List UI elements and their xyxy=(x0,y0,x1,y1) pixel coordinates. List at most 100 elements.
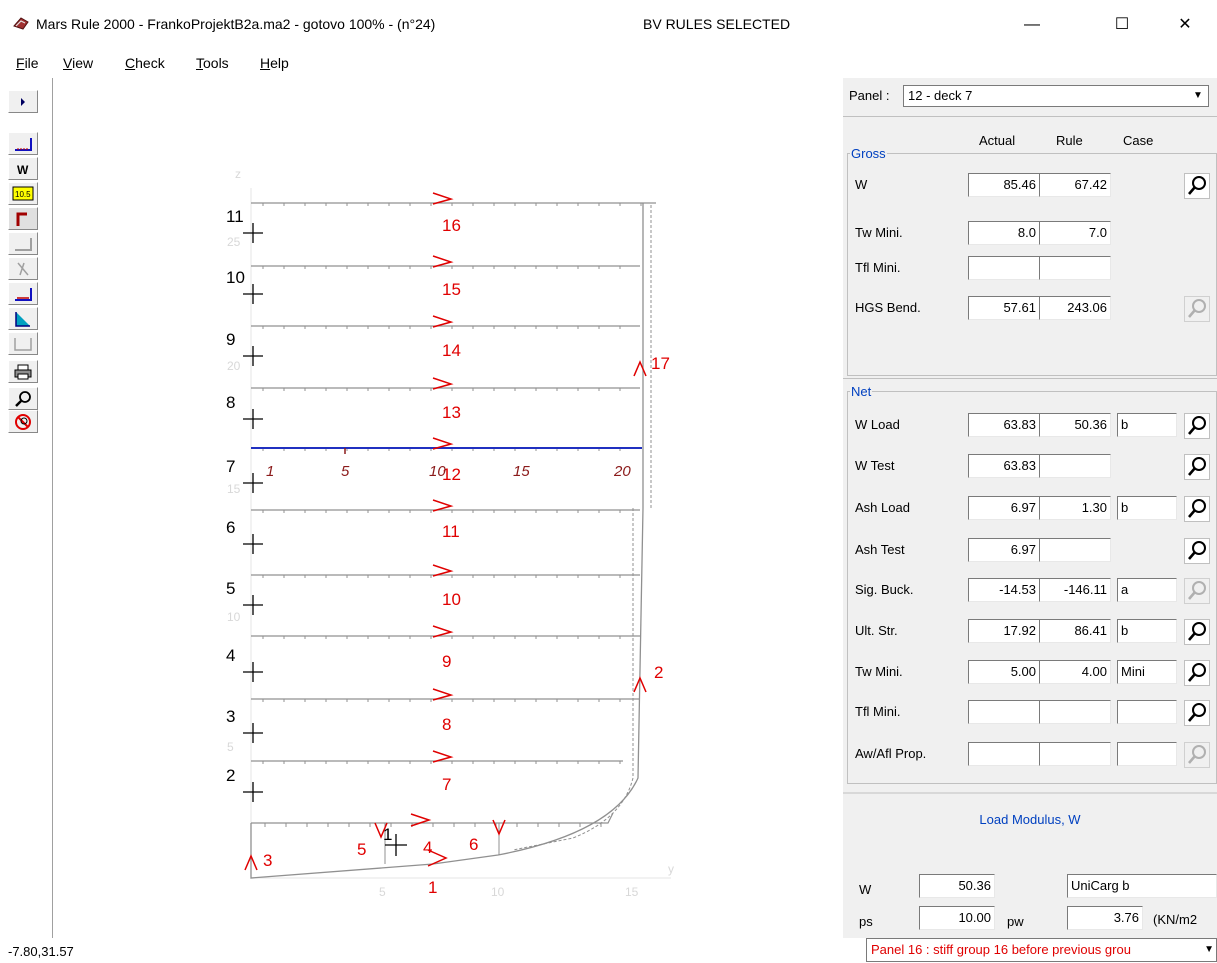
centroid-cross-icon xyxy=(243,284,263,304)
hull-outline xyxy=(250,202,652,879)
pw-value: 3.76 xyxy=(1067,906,1143,930)
panel-arrow-icon xyxy=(374,822,388,839)
net-row-zoom-icon[interactable] xyxy=(1184,496,1210,522)
stiffener-profile-icon xyxy=(16,212,27,226)
net-row-label: Aw/Afl Prop. xyxy=(855,746,927,761)
load-w-label: W xyxy=(859,882,872,897)
section-drawing-canvas[interactable]: z y 5 10 15 5 10 15 20 25 11 10 9 8 7 6 5 4 3 2 16 15 14 13 12 1… xyxy=(52,78,841,938)
cursor-coordinates: -7.80,31.57 xyxy=(8,944,74,959)
message-select[interactable]: Panel 16 : stiff group 16 before previou… xyxy=(866,938,1217,962)
z-tick-label: 10 xyxy=(227,610,241,624)
slope-icon xyxy=(15,312,30,327)
net-row-zoom-icon xyxy=(1184,742,1210,768)
gross-row-label: Tfl Mini. xyxy=(855,260,901,275)
net-row-label: Ash Test xyxy=(855,542,905,557)
chevron-down-icon[interactable]: ▼ xyxy=(1193,90,1203,101)
pw-label: pw xyxy=(1007,914,1024,929)
message-text: Panel 16 : stiff group 16 before previou… xyxy=(871,942,1131,957)
net-actual-value: 63.83 xyxy=(968,454,1040,478)
net-row-zoom-icon[interactable] xyxy=(1184,700,1210,726)
minimize-button[interactable]: — xyxy=(1024,16,1040,33)
chevron-down-icon[interactable]: ▼ xyxy=(1204,944,1214,955)
net-rule-value xyxy=(1039,700,1111,724)
side-shell-dashed xyxy=(643,202,652,508)
gross-rule-value: 243.06 xyxy=(1039,296,1111,320)
thickness-button[interactable]: 10.5 xyxy=(8,182,38,205)
panel-select[interactable]: 12 - deck 7 ▼ xyxy=(903,85,1209,107)
z-axis-name: z xyxy=(235,167,241,181)
stiffener-number-label: 10 xyxy=(429,463,446,480)
divider xyxy=(843,116,1217,117)
centroid-cross-icon xyxy=(243,782,263,802)
results-panel: Panel : 12 - deck 7 ▼ Actual Rule Case G… xyxy=(843,78,1217,938)
title-bar: Mars Rule 2000 - FrankoProjektB2a.ma2 - … xyxy=(0,0,1217,50)
deck-number-label: 6 xyxy=(226,518,235,537)
gross-w-zoom-icon[interactable] xyxy=(1184,173,1210,199)
centroid-cross-icon xyxy=(243,223,263,243)
stiffener-number-label: 1 xyxy=(266,463,274,480)
net-row-zoom-icon[interactable] xyxy=(1184,454,1210,480)
panel-number-label: 14 xyxy=(442,341,461,360)
net-rule-value: -146.11 xyxy=(1039,578,1111,602)
hull-shell xyxy=(250,203,644,879)
z-tick-label: 20 xyxy=(227,359,241,373)
gross-rule-value: 7.0 xyxy=(1039,221,1111,245)
net-case-value: b xyxy=(1117,619,1177,643)
grid-icon xyxy=(14,338,32,351)
menu-file[interactable]: File xyxy=(16,55,39,71)
panel-arrow-icon xyxy=(410,813,432,827)
panel-view-button[interactable] xyxy=(8,132,38,155)
menu-help[interactable]: Help xyxy=(260,55,289,71)
print-button[interactable] xyxy=(8,360,38,383)
deck-number-label: 5 xyxy=(226,579,235,598)
centroid-cross-icon xyxy=(385,834,407,856)
close-button[interactable]: ✕ xyxy=(1178,16,1192,33)
menu-view[interactable]: View xyxy=(63,55,94,71)
load-w-value: 50.36 xyxy=(919,874,995,898)
panel-arrow-icon xyxy=(432,750,454,763)
panel-arrow-icon xyxy=(432,499,454,512)
frame-icon xyxy=(17,262,29,276)
panel-number-label: 16 xyxy=(442,216,461,235)
grid-button[interactable] xyxy=(8,332,38,355)
cancel-zoom-button[interactable] xyxy=(8,410,38,433)
panel-number-label: 17 xyxy=(651,354,670,373)
net-row-zoom-icon[interactable] xyxy=(1184,619,1210,645)
thickness-icon: 10.5 xyxy=(12,186,34,201)
cancel-icon xyxy=(15,414,31,430)
centroid-cross-icon xyxy=(243,662,263,682)
net-actual-value: -14.53 xyxy=(968,578,1040,602)
deck-number-label: 4 xyxy=(226,646,235,665)
net-actual-value: 6.97 xyxy=(968,496,1040,520)
menu-tools[interactable]: Tools xyxy=(196,55,229,71)
panel-number-label: 10 xyxy=(442,590,461,609)
net-row-zoom-icon[interactable] xyxy=(1184,660,1210,686)
zoom-button[interactable] xyxy=(8,387,38,410)
frame-button[interactable] xyxy=(8,257,38,280)
panel-arrow-icon xyxy=(432,688,454,701)
net-rule-value xyxy=(1039,742,1111,766)
gross-actual-value: 57.61 xyxy=(968,296,1040,320)
rules-selected-label: BV RULES SELECTED xyxy=(643,16,791,32)
panel-number-label: 13 xyxy=(442,403,461,422)
net-row-label: Tfl Mini. xyxy=(855,704,901,719)
net-row-label: Sig. Buck. xyxy=(855,582,914,597)
plate-button[interactable] xyxy=(8,232,38,255)
net-rule-value: 4.00 xyxy=(1039,660,1111,684)
net-row-zoom-icon[interactable] xyxy=(1184,538,1210,564)
maximize-button[interactable]: ☐ xyxy=(1114,16,1130,33)
menu-check[interactable]: Check xyxy=(125,55,165,71)
net-row-zoom-icon[interactable] xyxy=(1184,413,1210,439)
centroid-cross-icon xyxy=(243,409,263,429)
slope-button[interactable] xyxy=(8,307,38,330)
w-modulus-button[interactable]: W xyxy=(8,157,38,180)
net-actual-value xyxy=(968,742,1040,766)
expand-toolbar-button[interactable] xyxy=(8,90,38,113)
panel-edit-button[interactable] xyxy=(8,282,38,305)
stiffener-profile-button[interactable] xyxy=(8,207,38,230)
net-case-value: b xyxy=(1117,413,1177,437)
panel-arrow-icon xyxy=(432,377,454,390)
